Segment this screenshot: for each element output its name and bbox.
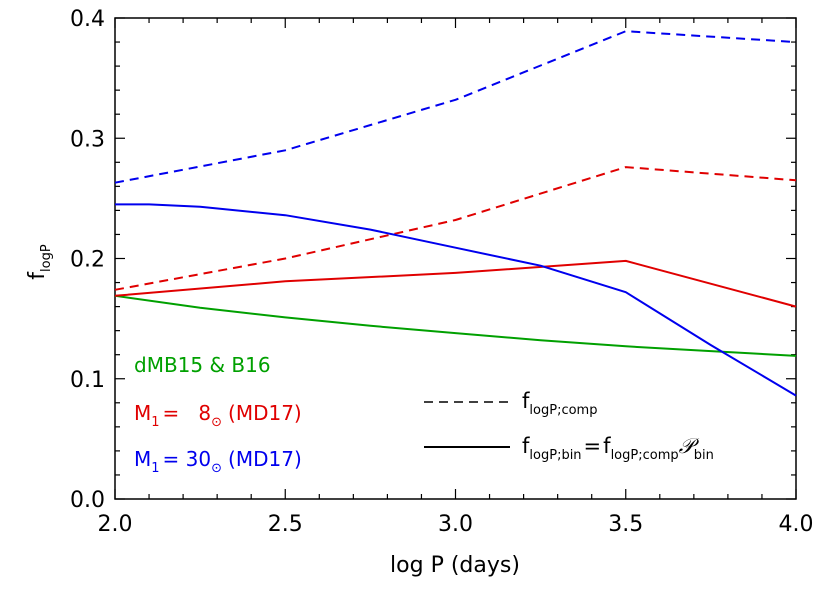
x-axis-title: log P (days) (390, 553, 520, 578)
y-axis-title-sub: logP (39, 244, 54, 272)
legend-key-solid-sub2: logP;comp (611, 448, 679, 463)
legend-8-sub: 1 (151, 415, 159, 430)
series-line-0 (114, 294, 797, 357)
y-axis-title-f: f (25, 271, 50, 280)
legend-key-solid-label: flogP;bin=flogP;comp𝒫bin (522, 434, 714, 463)
legend-label-8msun: M1 = 8⊙ (MD17) (134, 401, 302, 430)
legend-30-sub: 1 (151, 461, 159, 476)
y-tick-label: 0.1 (70, 368, 105, 393)
legend-30-tail: (MD17) (228, 447, 302, 471)
axis-tick-labels: 2.0 2.5 3.0 3.5 4.0 0.0 0.1 0.2 0.3 0.4 (70, 7, 814, 537)
legend-key-solid-sub3: bin (694, 448, 714, 463)
legend-key-solid-f: f (522, 434, 530, 458)
legend-label-dmb15: dMB15 & B16 (134, 353, 271, 377)
x-tick-label: 3.5 (608, 512, 643, 537)
legend-8-eq: = 8 (163, 401, 212, 425)
y-tick-label: 0.3 (70, 127, 105, 152)
x-tick-label: 4.0 (779, 512, 814, 537)
legend-key-solid-f2: f (603, 434, 611, 458)
x-tick-label: 2.0 (98, 512, 133, 537)
legend-8-tail: (MD17) (228, 401, 302, 425)
series-line-3 (114, 30, 797, 184)
series-line-2 (114, 259, 797, 308)
legend-30-m: M (134, 447, 151, 471)
x-tick-label: 3.0 (438, 512, 473, 537)
legend-key-solid-eq: = (584, 434, 602, 458)
series-lines (114, 30, 797, 397)
legend-key-solid-sub: logP;bin (529, 448, 581, 463)
y-tick-label: 0.4 (70, 7, 105, 32)
series-line-4 (115, 203, 797, 397)
legend-30-sun: ⊙ (211, 461, 222, 476)
series-line-1 (114, 166, 797, 291)
legend-key-dashed-label: flogP;comp (522, 389, 597, 418)
legend-key-dashed-f: f (522, 389, 530, 413)
legend-label-30msun: M1 = 30⊙ (MD17) (134, 447, 302, 476)
y-axis-title-text: flogP (25, 244, 54, 280)
legend-8-m: M (134, 401, 151, 425)
y-axis-title: flogP (25, 244, 54, 280)
legend-30-eq: = 30 (163, 447, 212, 471)
legend-8-sun: ⊙ (211, 415, 222, 430)
legend-key-dashed-sub: logP;comp (529, 403, 597, 418)
x-tick-label: 2.5 (268, 512, 303, 537)
y-tick-label: 0.2 (70, 248, 105, 273)
axis-ticks (114, 17, 797, 500)
y-tick-label: 0.0 (70, 488, 105, 513)
